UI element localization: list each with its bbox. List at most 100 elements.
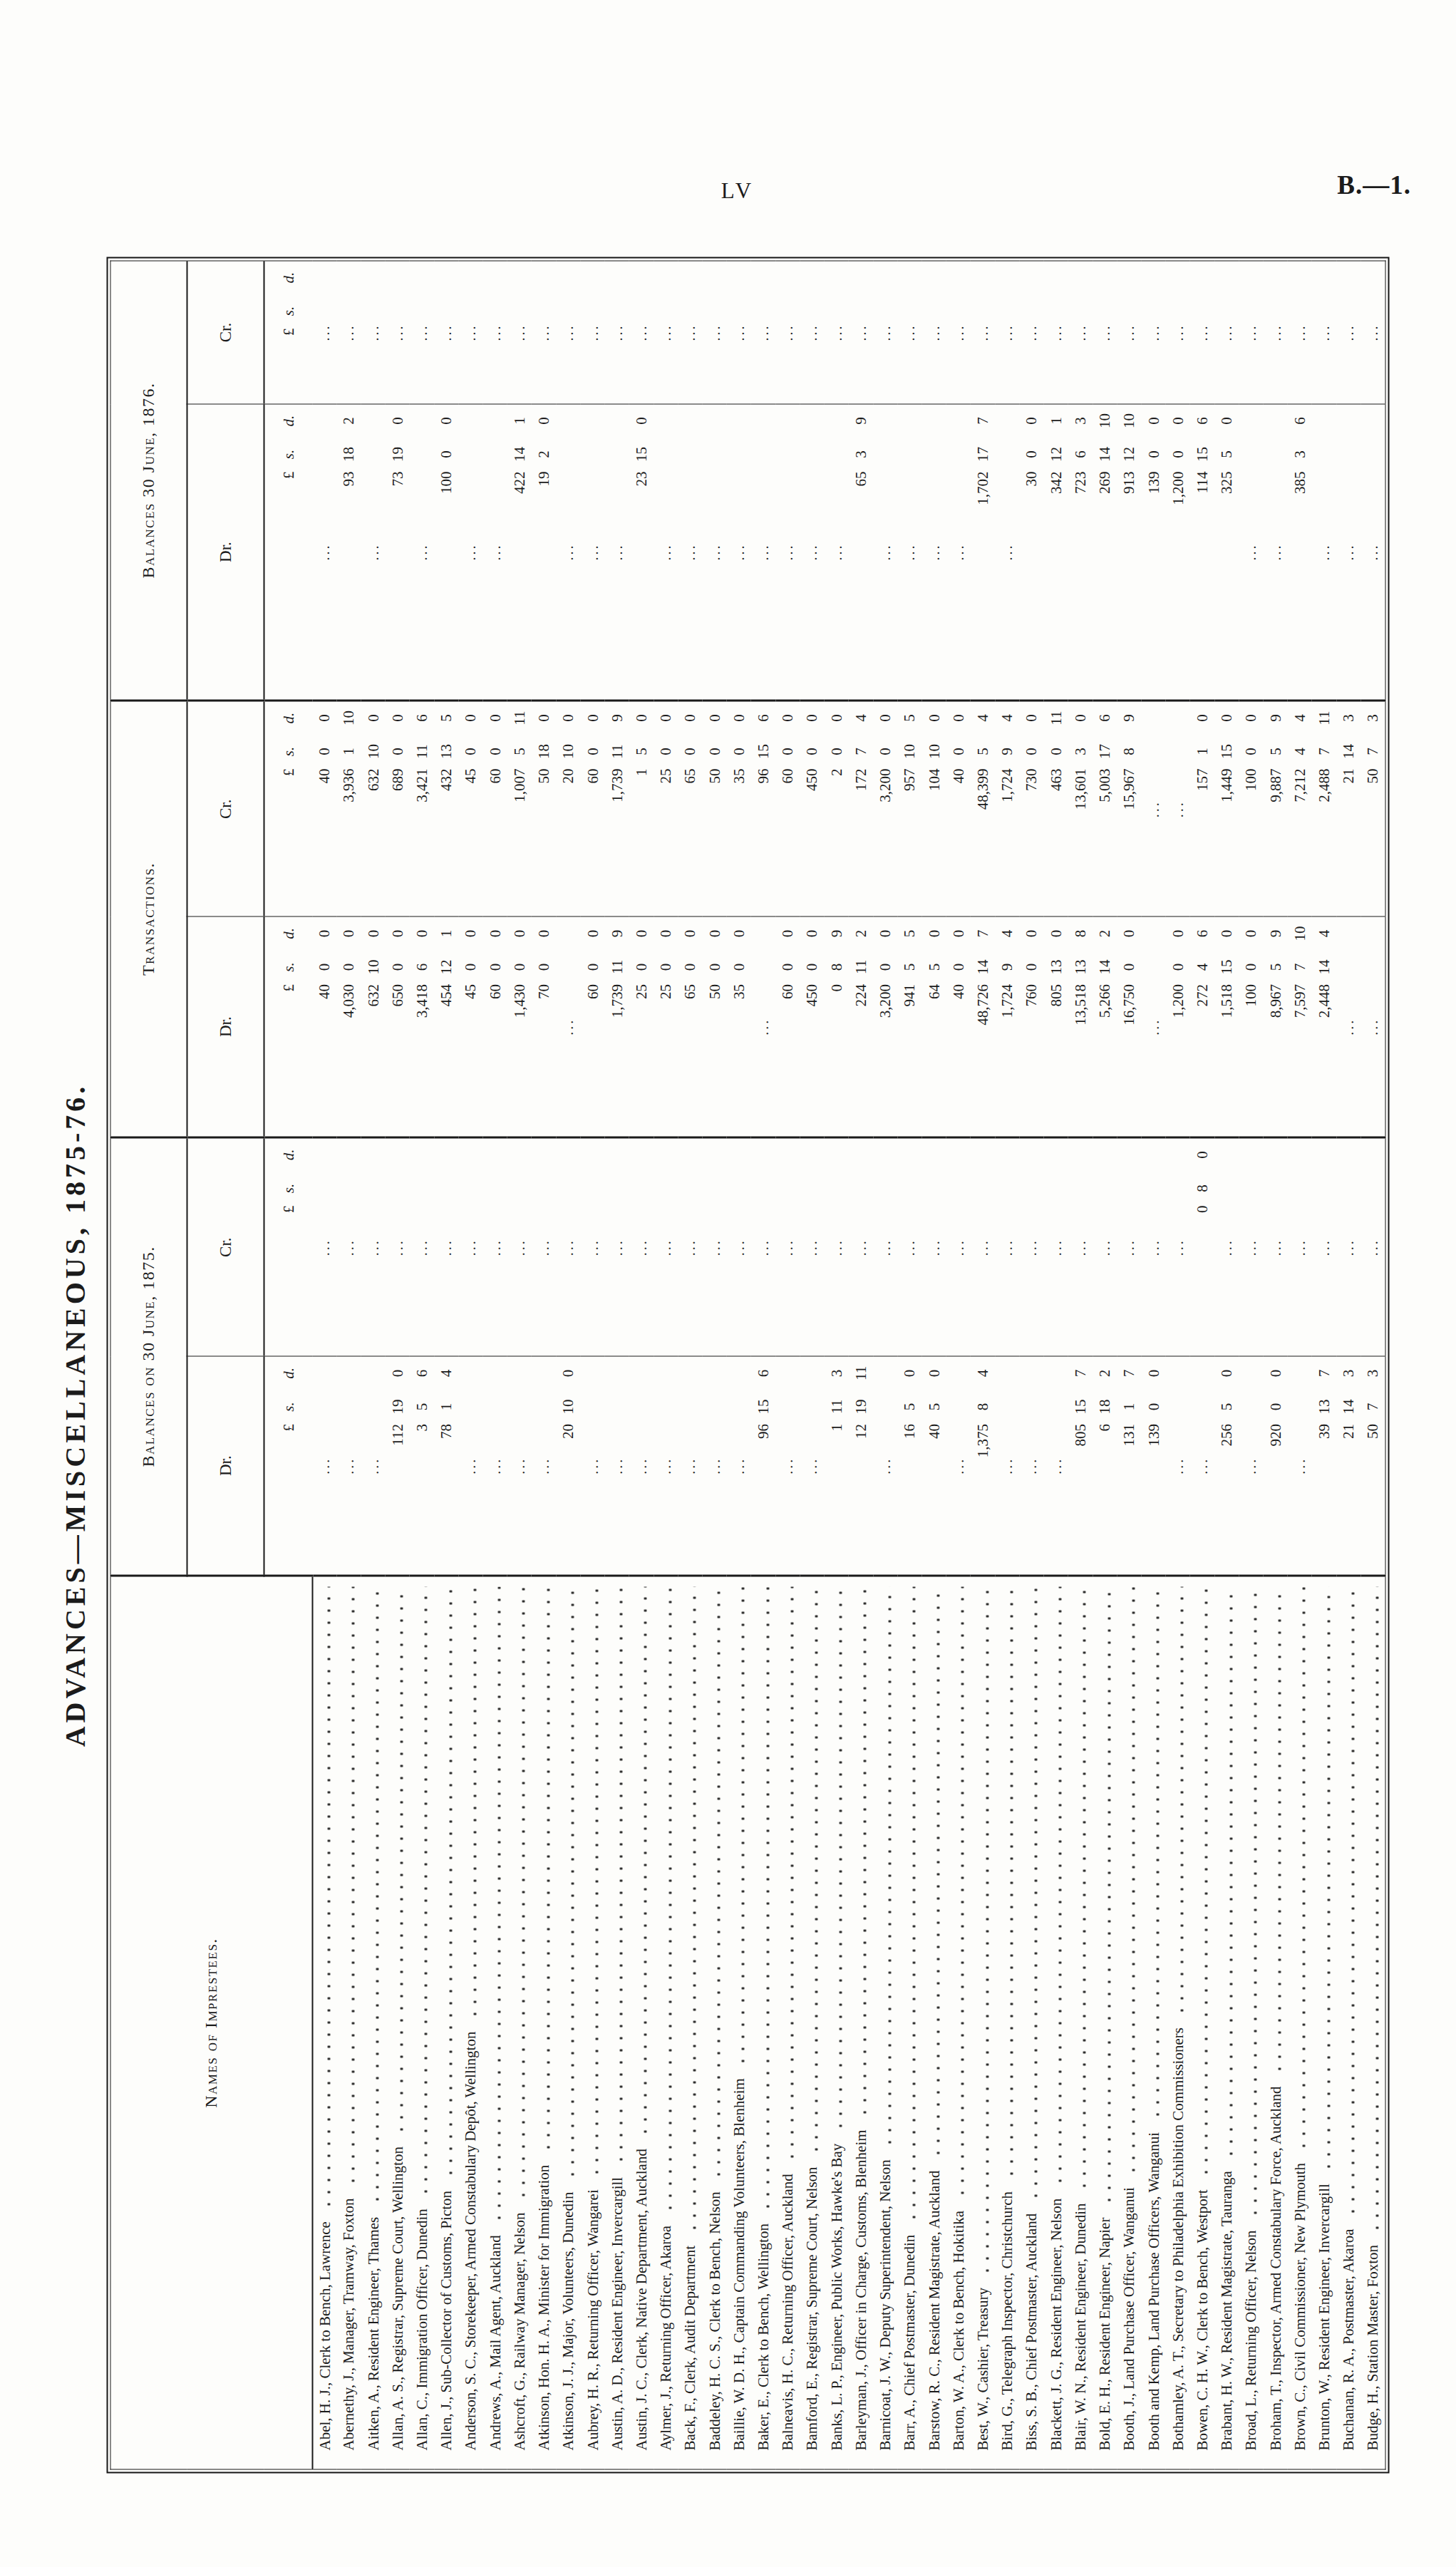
shillings-value: 7 [1291,950,1308,984]
cell-trans-cr: 68900 [386,701,410,916]
empty-marker: ... [1341,1138,1357,1356]
cell-trans-cr: 150 [629,701,654,916]
pence-value: 0 [388,917,406,950]
pounds-value: 50 [1364,769,1382,916]
shillings-value: 5 [901,950,919,984]
imprestee-name: Atkinson, Hon. H. A., Minister for Immig… [535,2165,553,2451]
cell-b1876-cr: ... [921,261,946,404]
empty-marker: ... [730,1357,747,1574]
dot-leader [1326,1586,1331,2172]
cell-b1875-cr: ... [312,1137,336,1357]
pence-value: 0 [535,917,553,950]
imprestee-name-cell: Aitken, A., Resident Engineer, Thames [361,1576,385,2469]
table-row: Bowen, C. H. W., Clerk to Bench, Westpor… [1190,261,1214,2469]
imprestee-name: Barr, A., Chief Postmaster, Dunedin [901,2235,919,2451]
pounds-value: 25 [632,984,650,1136]
cell-b1875-dr: ... [678,1356,702,1575]
pounds-value: 131 [1120,1424,1138,1574]
cell-trans-cr: 5000 [703,701,727,916]
imprestee-name-cell: Abel, H. J., Clerk to Bench, Lawrence [312,1576,336,2469]
cell-b1875-cr: ... [946,1137,971,1357]
shillings-value: 13 [1071,950,1089,984]
imprestee-name-cell: Blair, W. N., Resident Engineer, Dunedin [1068,1576,1093,2469]
cell-trans-cr: 2,488711 [1312,701,1336,916]
dot-leader [376,1586,380,2205]
cell-trans-cr: 73000 [1019,701,1043,916]
shillings-value: 2 [535,438,553,472]
shillings-value: 5 [1218,1390,1236,1424]
imprestee-name: Allen, J., Sub-Collector of Customs, Pic… [438,2191,455,2451]
empty-marker: ... [1267,405,1284,700]
empty-marker: ... [804,1357,820,1574]
pounds-value: 450 [803,984,821,1136]
empty-marker: ... [706,405,723,700]
cell-b1876-dr: ... [727,404,751,701]
imprestee-name-cell: Allan, C., Immigration Officer, Dunedin [410,1576,434,2469]
empty-marker: ... [926,262,942,404]
pence-value: 0 [706,702,723,735]
cell-b1875-cr: ... [1361,1137,1385,1357]
pounds-value: 139 [1145,1424,1162,1574]
cell-trans-dr: 4,03000 [336,916,361,1137]
cell-b1876-cr: ... [849,261,873,404]
cell-trans-cr: 3500 [727,701,751,916]
shillings-value: 10 [559,1390,577,1424]
pence-value: 3 [827,1357,845,1390]
cell-b1876-cr: ... [483,261,507,404]
empty-marker: ... [633,1138,649,1356]
cell-b1876-cr: ... [1214,261,1239,404]
pence-value: 0 [779,702,797,735]
cell-b1875-dr: 1650 [897,1356,921,1575]
pence-value: 1 [438,917,455,950]
imprestee-name-cell: Baker, E., Clerk to Bench, Wellington [751,1576,775,2469]
pence-value: 0 [877,917,894,950]
currency-header-cell: £s.d. [264,916,312,1137]
shillings-value: 5 [632,735,650,769]
pounds-value: 114 [1193,472,1211,700]
empty-marker: ... [511,262,527,404]
pence-value: 0 [877,702,894,735]
imprestee-name: Baillie, W. D. H., Captain Commanding Vo… [730,2078,748,2450]
cell-trans-cr: 9,88759 [1264,701,1288,916]
cell-b1876-cr: ... [897,261,921,404]
cell-trans-dr: 3,41860 [410,916,434,1137]
cell-b1876-dr: 73190 [386,404,410,701]
cell-b1875-dr: 25650 [1214,1356,1239,1575]
cell-b1876-cr: ... [605,261,629,404]
cell-b1875-cr: ... [921,1137,946,1357]
pounds-value: 139 [1145,472,1162,700]
shillings-symbol: s. [279,1171,297,1205]
pence-value: 0 [949,917,967,950]
cell-b1876-cr: ... [727,261,751,404]
cell-b1875-dr: 1,37584 [971,1356,995,1575]
shillings-value: 11 [608,735,626,769]
table-row: Austin, A. D., Resident Engineer, Inverc… [605,261,629,2469]
pence-value: 0 [901,1357,919,1390]
shillings-value: 0 [1266,1390,1284,1424]
cell-b1876-cr: ... [1264,261,1288,404]
empty-marker: ... [1170,1357,1186,1574]
empty-marker: ... [1365,917,1381,1136]
table-row: Blackett, J. G., Resident Engineer, Nels… [1044,261,1068,2469]
pounds-value: 157 [1193,769,1211,916]
shillings-value: 5 [413,1390,430,1424]
group-header-balances-1876: Balances 30 June, 1876. [110,261,187,701]
shillings-value: 19 [388,438,406,472]
cell-trans-cr: 1,449150 [1214,701,1239,916]
pence-value: 3 [1340,1357,1358,1390]
dot-leader [619,1586,624,2165]
cell-b1875-dr: ... [336,1356,361,1575]
cell-b1875-cr: ... [1117,1137,1141,1357]
shillings-value: 0 [388,950,406,984]
imprestee-name: Barnicoat, J. W., Deputy Superintendent,… [877,2159,894,2450]
shillings-value: 0 [316,735,334,769]
table-row: Anderson, S. C., Storekeeper, Armed Cons… [458,261,482,2469]
empty-marker: ... [828,262,845,404]
dot-leader [814,1586,818,2155]
cell-b1876-dr: ... [946,404,971,701]
imprestee-name-cell: Aylmer, J., Returning Officer, Akaroa [654,1576,678,2469]
names-header-cell: Names of Imprestees. [110,1576,312,2469]
imprestee-name-cell: Atkinson, Hon. H. A., Minister for Immig… [532,1576,556,2469]
cell-trans-dr: 1,20000 [1166,916,1190,1137]
cell-trans-dr: 2,448144 [1312,916,1336,1137]
